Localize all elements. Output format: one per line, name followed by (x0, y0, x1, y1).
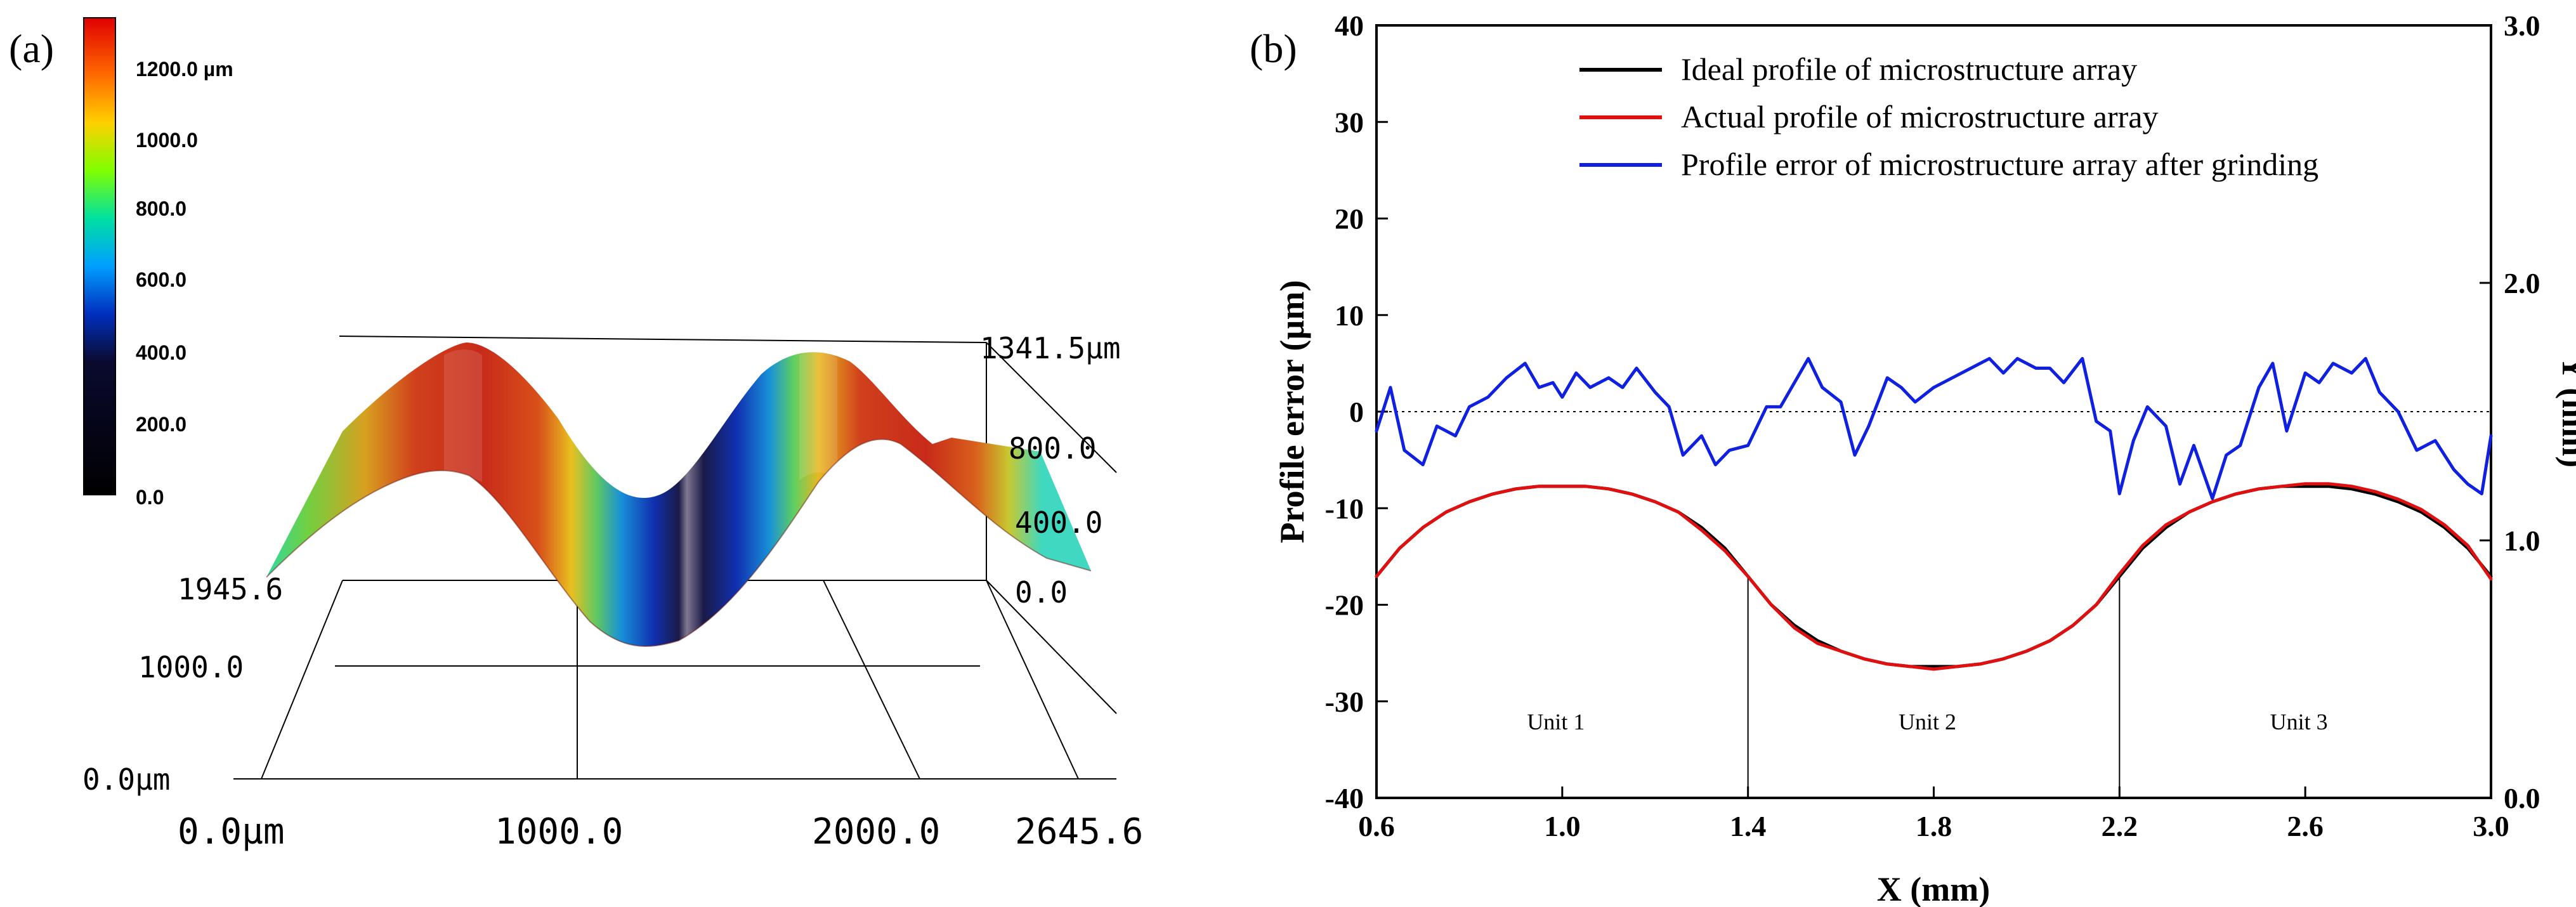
colorbar-tick: 200.0 (136, 413, 186, 436)
unit-label: Unit 2 (1899, 709, 1956, 734)
legend-entry-actual: Actual profile of microstructure array (1681, 99, 2158, 134)
x-axis-ticks: 0.0µm 1000.0 2000.0 2645.6 (178, 811, 1143, 852)
y-tick: 1945.6 (178, 572, 283, 606)
y-right-axis-ticks: 3.0 2.0 1.0 0.0 (2480, 10, 2540, 814)
x-tick-label: 2.2 (2102, 810, 2138, 842)
y-right-axis-label: Y (mm) (2555, 356, 2576, 467)
z-tick: 0.0 (1015, 575, 1068, 610)
y-tick: 0.0µm (82, 762, 170, 797)
panel-a-label: (a) (9, 26, 54, 71)
y-left-axis-label: Profile error (µm) (1273, 280, 1311, 544)
unit-label: Unit 1 (1527, 709, 1585, 734)
colorbar (83, 17, 116, 495)
colorbar-tick: 800.0 (136, 197, 186, 220)
y-right-tick-label: 3.0 (2504, 10, 2540, 42)
panel-b-label: (b) (1250, 26, 1297, 71)
series-line-ideal (1375, 485, 2493, 669)
legend-entry-error: Profile error of microstructure array af… (1681, 147, 2318, 182)
colorbar-tick: 0.0 (136, 486, 164, 509)
y-left-tick-label: -10 (1325, 492, 1364, 525)
y-left-tick-label: 30 (1335, 106, 1364, 138)
series-group (1375, 356, 2493, 671)
y-tick: 1000.0 (138, 650, 244, 684)
colorbar-tick: 1000.0 (136, 129, 198, 152)
panel-a-3d-surface: (a) 1200.0 µm 1000.0 800.0 600.0 400.0 2… (9, 17, 1143, 852)
x-tick-label: 3.0 (2473, 810, 2509, 842)
x-tick: 2000.0 (812, 811, 940, 852)
z-tick: 1341.5µm (980, 331, 1121, 365)
x-tick-label: 1.8 (1916, 810, 1952, 842)
colorbar-ticks: 1200.0 µm 1000.0 800.0 600.0 400.0 200.0… (136, 58, 233, 509)
series-line-actual (1375, 482, 2493, 671)
y-left-tick-label: 40 (1335, 10, 1364, 42)
x-tick-label: 1.4 (1730, 810, 1767, 842)
series-line-error (1375, 356, 2493, 500)
z-tick: 400.0 (1015, 506, 1102, 540)
panel-b-chart: (b) 0.6 1.0 1.4 1.8 2.2 2.6 3.0 40 30 20 10 0 -10 -2… (1250, 10, 2576, 907)
y-left-tick-label: -20 (1325, 589, 1364, 622)
unit-label: Unit 3 (2270, 709, 2328, 734)
y-right-tick-label: 0.0 (2504, 782, 2540, 814)
x-axis-label: X (mm) (1877, 870, 1990, 907)
colorbar-tick: 1200.0 µm (136, 58, 233, 81)
y-left-axis-ticks: 40 30 20 10 0 -10 -20 -30 -40 (1325, 10, 1388, 814)
y-left-tick-label: 0 (1349, 396, 1364, 428)
unit-dividers (1747, 576, 2121, 798)
x-tick-label: 2.6 (2287, 810, 2324, 842)
y-left-tick-label: 10 (1335, 299, 1364, 332)
x-tick: 1000.0 (495, 811, 623, 852)
y-left-tick-label: -30 (1325, 686, 1364, 718)
surface-top (266, 343, 1091, 646)
x-tick: 2645.6 (1015, 811, 1143, 852)
unit-labels: Unit 1 Unit 2 Unit 3 (1527, 709, 2327, 734)
z-tick: 800.0 (1009, 431, 1096, 466)
x-tick-label: 1.0 (1544, 810, 1581, 842)
colorbar-tick: 400.0 (136, 341, 186, 364)
y-left-tick-label: -40 (1325, 782, 1364, 814)
colorbar-tick: 600.0 (136, 268, 186, 291)
y-right-tick-label: 1.0 (2504, 525, 2540, 557)
y-left-tick-label: 20 (1335, 203, 1364, 235)
y-axis-ticks: 1945.6 1000.0 0.0µm (82, 572, 283, 797)
x-tick: 0.0µm (178, 811, 285, 852)
x-tick-label: 0.6 (1358, 810, 1395, 842)
legend: Ideal profile of microstructure array Ac… (1579, 51, 2318, 182)
legend-entry-ideal: Ideal profile of microstructure array (1681, 51, 2137, 87)
z-axis-ticks: 1341.5µm 800.0 400.0 0.0 (980, 331, 1121, 610)
y-right-tick-label: 2.0 (2504, 267, 2540, 299)
surface-front-edge (266, 438, 1092, 647)
x-axis-ticks: 0.6 1.0 1.4 1.8 2.2 2.6 3.0 (1358, 786, 2509, 842)
